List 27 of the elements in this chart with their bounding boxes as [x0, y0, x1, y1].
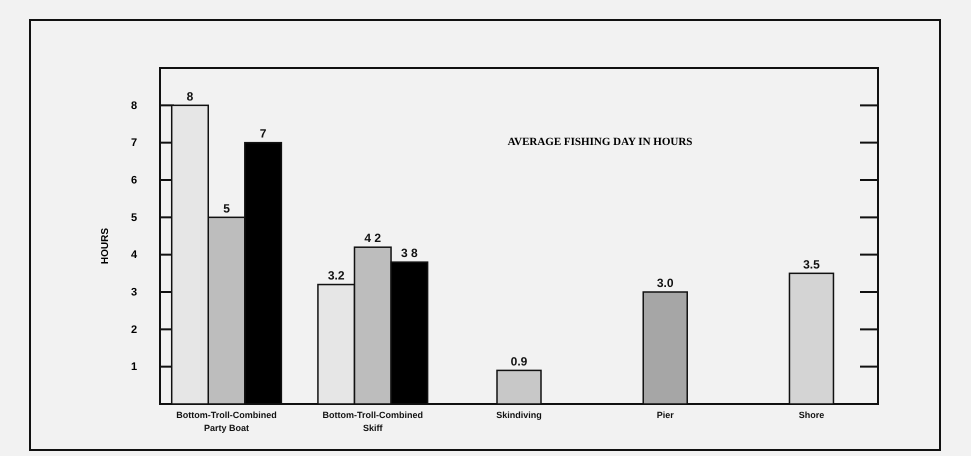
y-axis-title: HOURS — [100, 228, 111, 264]
bar — [788, 272, 834, 405]
y-tick-label: 2 — [130, 324, 138, 336]
text: 0.9 — [510, 354, 528, 368]
y-tick-label: 1 — [130, 361, 138, 374]
y-tick-label: 6 — [130, 174, 138, 187]
y-tick-label: 5 — [130, 212, 138, 224]
x-tick-label: Pier — [656, 410, 674, 420]
x-tick-label: Bottom-Troll-Combined Party Boat — [176, 410, 277, 433]
text: 3.0 — [656, 276, 674, 290]
y-tick-label: 4 — [130, 249, 138, 262]
text: 8 — [186, 89, 194, 104]
text: 4 2 — [364, 231, 382, 246]
y-tick-label: 7 — [130, 137, 138, 150]
x-tick-label: Bottom-Troll-Combined Skiff — [322, 410, 424, 433]
x-tick-label: Skindiving — [496, 410, 542, 420]
text: 3.2 — [328, 268, 345, 283]
text: 7 — [260, 126, 266, 141]
text: AVERAGE FISHING DAY IN HOURS — [508, 136, 692, 148]
y-tick-label: 3 — [130, 286, 138, 299]
bar — [642, 291, 688, 405]
y-tick-label: 8 — [130, 100, 138, 112]
text: 3.5 — [803, 257, 820, 272]
bar — [496, 370, 542, 405]
text: 3 8 — [400, 246, 418, 260]
text: 5 — [223, 201, 230, 216]
x-tick-label: Shore — [798, 410, 824, 420]
